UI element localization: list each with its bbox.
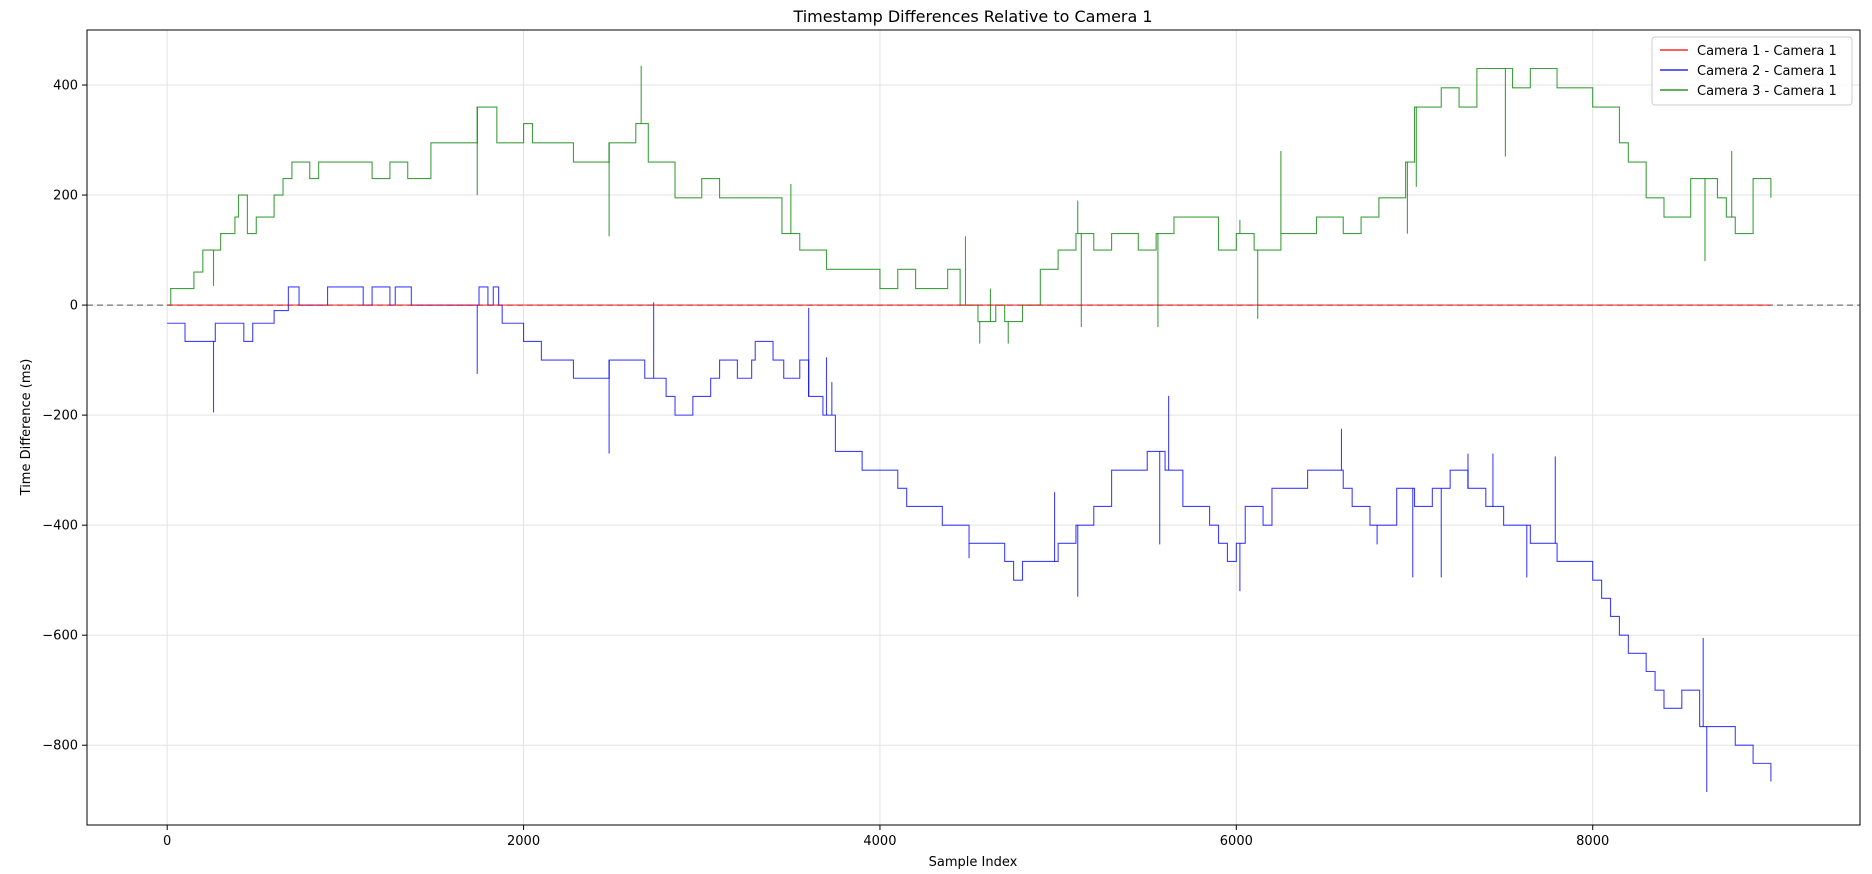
plot-frame xyxy=(86,29,1861,826)
y-tick-label: 400 xyxy=(53,79,78,94)
y-tick-label: 200 xyxy=(53,189,78,204)
chart-title: Timestamp Differences Relative to Camera… xyxy=(792,7,1152,26)
series-line-camera-2-camera-1 xyxy=(167,286,1772,782)
legend: Camera 1 - Camera 1 Camera 2 - Camera 1 … xyxy=(1651,36,1853,106)
legend-label-camera-1: Camera 1 - Camera 1 xyxy=(1697,44,1837,59)
x-axis-label: Sample Index xyxy=(929,855,1018,870)
y-axis-label: Time Difference (ms) xyxy=(19,359,34,497)
legend-box xyxy=(1651,36,1853,106)
legend-label-camera-3: Camera 3 - Camera 1 xyxy=(1697,84,1837,99)
y-tick-label: −600 xyxy=(42,629,78,644)
y-tick-label: −400 xyxy=(42,519,78,534)
x-tick-label: 6000 xyxy=(1220,834,1253,849)
x-tick-label: 0 xyxy=(163,834,171,849)
x-tick-label: 8000 xyxy=(1576,834,1609,849)
grid-layer xyxy=(87,30,1860,825)
series-layer xyxy=(167,65,1772,792)
y-tick-label: −800 xyxy=(42,739,78,754)
y-tick-label: 0 xyxy=(70,299,78,314)
x-tick-label: 4000 xyxy=(863,834,896,849)
y-tick-label: −200 xyxy=(42,409,78,424)
plot-background xyxy=(87,30,1860,825)
series-line-camera-3-camera-1 xyxy=(167,67,1772,323)
x-tick-label: 2000 xyxy=(507,834,540,849)
legend-label-camera-2: Camera 2 - Camera 1 xyxy=(1697,64,1837,79)
